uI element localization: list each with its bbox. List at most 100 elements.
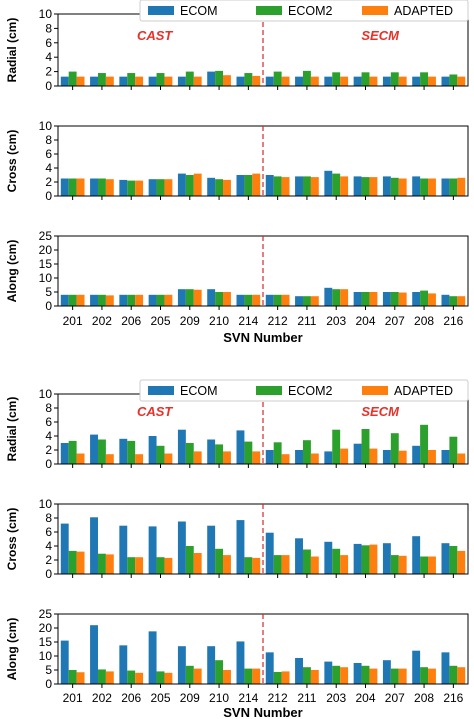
- x-tick-label: 205: [150, 314, 170, 328]
- bar: [177, 289, 186, 306]
- bar: [332, 173, 341, 196]
- bar: [353, 543, 362, 574]
- y-tick-label: 25: [39, 607, 53, 621]
- bar: [223, 75, 231, 86]
- bar: [441, 294, 450, 306]
- bar: [273, 71, 282, 86]
- bar: [119, 76, 128, 86]
- bar: [449, 546, 458, 574]
- bar: [361, 292, 370, 306]
- bar: [185, 546, 194, 574]
- x-axis-label: SVN Number: [223, 330, 302, 345]
- bar: [68, 294, 77, 306]
- bar: [60, 76, 69, 86]
- bar: [156, 179, 165, 196]
- x-tick-label: 210: [209, 691, 229, 705]
- bar: [223, 179, 231, 196]
- bar: [390, 668, 399, 684]
- x-tick-label: 206: [121, 691, 141, 705]
- bar: [177, 76, 186, 86]
- bar: [156, 294, 165, 306]
- bar: [412, 76, 421, 86]
- bar: [119, 645, 128, 684]
- y-tick-label: 8: [45, 401, 52, 415]
- bar: [244, 557, 253, 574]
- bar: [332, 665, 341, 684]
- bar: [97, 73, 106, 86]
- bar: [135, 557, 144, 574]
- bar: [236, 76, 245, 86]
- x-tick-label: 201: [63, 314, 83, 328]
- bar: [340, 76, 349, 86]
- y-tick-label: 8: [45, 511, 52, 525]
- y-tick-label: 0: [45, 567, 52, 581]
- bar: [97, 439, 106, 464]
- bar: [310, 76, 319, 86]
- bar: [265, 450, 274, 464]
- bar: [164, 557, 173, 574]
- group-label-secm: SECM: [361, 28, 400, 43]
- bar: [127, 180, 136, 196]
- x-tick-label: 216: [443, 314, 463, 328]
- bar: [236, 175, 245, 196]
- y-axis-label: Along (cm): [5, 240, 19, 303]
- bar: [127, 557, 136, 574]
- y-tick-label: 4: [45, 539, 52, 553]
- y-tick-label: 15: [39, 257, 53, 271]
- bar: [164, 294, 173, 306]
- bar: [76, 672, 85, 684]
- x-tick-label: 212: [268, 314, 288, 328]
- x-tick-label: 211: [297, 691, 316, 705]
- legend-swatch: [148, 386, 174, 395]
- bar: [295, 76, 303, 86]
- bar: [252, 294, 261, 306]
- bar: [324, 76, 333, 86]
- y-tick-label: 10: [39, 387, 53, 401]
- bar: [310, 453, 319, 464]
- bar: [457, 667, 466, 684]
- bar: [324, 287, 333, 306]
- bar: [156, 671, 165, 684]
- x-tick-label: 212: [268, 691, 288, 705]
- x-tick-label: 207: [385, 314, 405, 328]
- x-tick-label: 214: [238, 314, 258, 328]
- bar: [68, 178, 77, 196]
- bar: [428, 293, 436, 306]
- y-tick-label: 6: [45, 415, 52, 429]
- bar: [332, 429, 341, 464]
- bar: [60, 294, 69, 306]
- x-tick-label: 211: [297, 314, 316, 328]
- bar: [302, 549, 311, 574]
- x-tick-label: 216: [443, 691, 463, 705]
- bar: [135, 76, 144, 86]
- bar: [412, 292, 421, 306]
- bar: [193, 451, 202, 464]
- bar: [97, 669, 106, 684]
- bar: [382, 176, 391, 196]
- y-tick-label: 15: [39, 635, 53, 649]
- bar: [273, 442, 282, 464]
- bar: [177, 429, 186, 464]
- bar: [68, 670, 77, 684]
- bar: [215, 548, 224, 574]
- bar: [119, 525, 128, 574]
- bar: [390, 555, 399, 574]
- bar: [90, 178, 98, 196]
- bar: [193, 553, 202, 574]
- y-tick-label: 5: [45, 285, 52, 299]
- y-tick-label: 4: [45, 50, 52, 64]
- bar: [295, 176, 303, 196]
- x-tick-label: 208: [414, 314, 434, 328]
- x-tick-label: 203: [326, 314, 346, 328]
- bar: [185, 665, 194, 684]
- bar: [302, 667, 311, 684]
- y-tick-label: 2: [45, 443, 52, 457]
- bar: [156, 73, 165, 86]
- bar: [215, 660, 224, 684]
- y-tick-label: 10: [39, 7, 53, 21]
- group-label-cast: CAST: [137, 28, 173, 43]
- bar: [148, 631, 157, 684]
- bar: [215, 292, 224, 306]
- x-tick-label: 205: [150, 691, 170, 705]
- y-tick-label: 8: [45, 21, 52, 35]
